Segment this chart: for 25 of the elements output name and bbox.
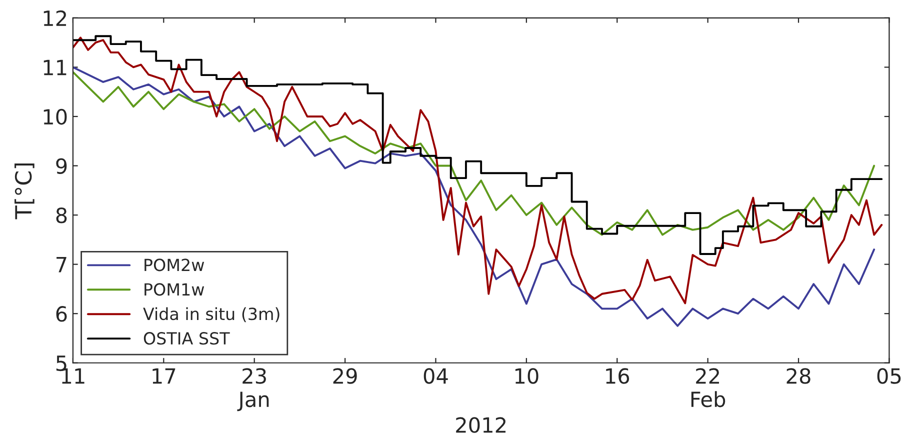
x-axis-title: 2012	[456, 417, 506, 433]
legend-label: POM1w	[144, 283, 204, 296]
line-series	[72, 36, 883, 304]
x-tick-label: 05	[877, 368, 901, 384]
legend-label: Vida in situ (3m)	[143, 307, 280, 322]
y-tick-label: 12	[44, 10, 66, 26]
legend-label: POM2w	[144, 258, 204, 272]
legend-label: OSTIA SST	[144, 332, 230, 345]
x-tick-label: 17	[152, 368, 176, 384]
x-tick-label: 04	[424, 368, 448, 384]
line-series	[72, 66, 876, 327]
x-tick-label: 10	[515, 368, 538, 384]
x-tick-label: 29	[333, 368, 357, 384]
line-series	[72, 71, 876, 236]
y-tick-label: 7	[56, 257, 66, 272]
y-tick-label: 6	[56, 306, 67, 322]
y-axis-title: T[°C]	[14, 164, 34, 220]
x-tick-label: 22 Feb	[691, 368, 726, 408]
y-tick-label: 9	[56, 158, 67, 174]
x-tick-label: 28	[786, 368, 810, 384]
y-tick-label: 8	[56, 207, 67, 224]
x-tick-label: 16	[606, 368, 630, 384]
y-tick-label: 11	[44, 60, 66, 76]
y-tick-label: 10	[44, 108, 67, 125]
x-tick-label: 23 Jan	[237, 368, 269, 412]
